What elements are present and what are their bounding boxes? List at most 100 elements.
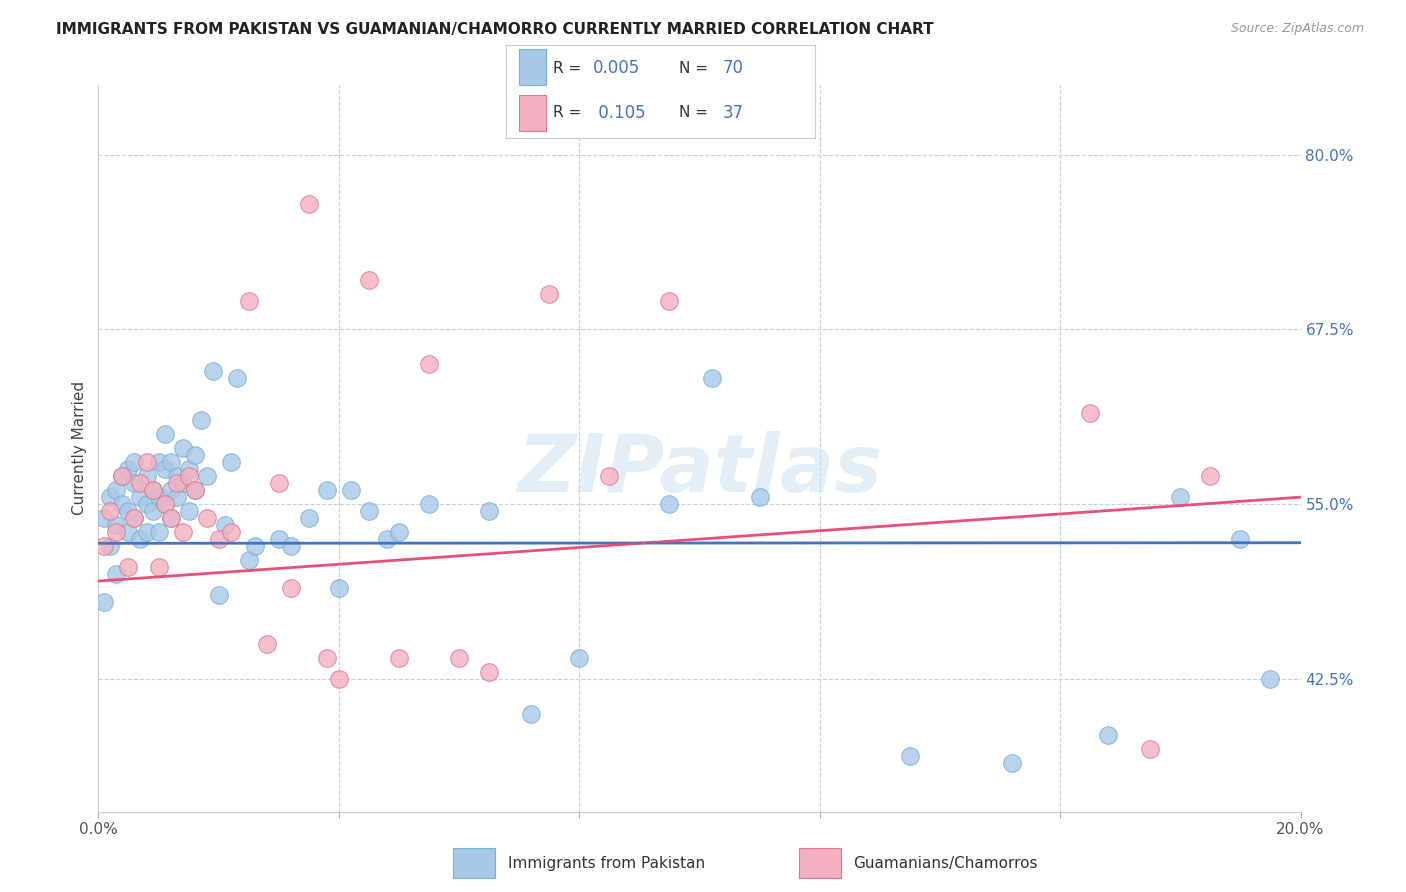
Point [100, 504, 122, 518]
Point [93, 511, 115, 525]
Text: 70: 70 [723, 59, 744, 77]
Point [129, 490, 152, 504]
Point [177, 462, 200, 476]
Point [238, 553, 260, 567]
Point [328, 672, 350, 686]
Point [478, 665, 501, 679]
Text: N =: N = [679, 105, 713, 120]
Text: Immigrants from Pakistan: Immigrants from Pakistan [508, 855, 704, 871]
Point [447, 651, 470, 665]
Point [135, 497, 157, 511]
Point [238, 294, 260, 309]
Text: 0.105: 0.105 [593, 104, 645, 122]
Point [1078, 406, 1101, 420]
Point [280, 539, 302, 553]
Point [1139, 741, 1161, 756]
Point [129, 532, 152, 546]
Point [111, 497, 134, 511]
Point [172, 476, 194, 491]
Point [148, 490, 170, 504]
Point [243, 539, 266, 553]
Point [141, 483, 163, 498]
Point [219, 525, 242, 540]
Point [105, 567, 128, 582]
Text: 37: 37 [723, 104, 744, 122]
Point [124, 511, 146, 525]
Point [129, 476, 152, 491]
Point [159, 511, 181, 525]
Point [159, 511, 181, 525]
Point [117, 462, 139, 476]
Point [208, 588, 231, 602]
Point [153, 462, 176, 476]
Point [700, 371, 723, 385]
Y-axis label: Currently Married: Currently Married [72, 381, 87, 516]
Point [298, 196, 321, 211]
Point [328, 581, 350, 595]
Point [315, 483, 337, 498]
Point [183, 483, 205, 498]
Text: IMMIGRANTS FROM PAKISTAN VS GUAMANIAN/CHAMORRO CURRENTLY MARRIED CORRELATION CHA: IMMIGRANTS FROM PAKISTAN VS GUAMANIAN/CH… [56, 22, 934, 37]
Point [219, 455, 242, 469]
Bar [799, 848, 841, 878]
Point [117, 560, 139, 574]
Point [195, 511, 218, 525]
Point [658, 294, 681, 309]
Point [1229, 532, 1251, 546]
Text: N =: N = [679, 61, 713, 76]
Point [117, 504, 139, 518]
Point [256, 637, 278, 651]
Point [135, 469, 157, 483]
Point [117, 525, 139, 540]
Point [375, 532, 398, 546]
Point [172, 441, 194, 455]
Point [658, 497, 681, 511]
Point [183, 448, 205, 462]
Point [388, 651, 411, 665]
Point [105, 518, 128, 533]
Point [148, 560, 170, 574]
Point [166, 469, 188, 483]
Point [357, 504, 380, 518]
Point [195, 469, 218, 483]
Point [280, 581, 302, 595]
Point [538, 287, 561, 301]
Point [1199, 469, 1222, 483]
Point [298, 511, 321, 525]
Point [148, 525, 170, 540]
Point [748, 490, 770, 504]
Text: Guamanians/Chamorros: Guamanians/Chamorros [853, 855, 1038, 871]
Point [153, 497, 176, 511]
Point [177, 504, 200, 518]
Point [340, 483, 363, 498]
Point [190, 413, 212, 427]
Point [166, 490, 188, 504]
Point [568, 651, 591, 665]
Point [124, 455, 146, 469]
Point [141, 483, 163, 498]
Point [520, 706, 543, 721]
Point [898, 748, 921, 763]
Text: ZIPatlas: ZIPatlas [517, 431, 882, 509]
Bar [519, 49, 547, 85]
Text: Source: ZipAtlas.com: Source: ZipAtlas.com [1230, 22, 1364, 36]
Point [153, 427, 176, 442]
Point [105, 483, 128, 498]
Point [357, 273, 380, 287]
Point [159, 483, 181, 498]
Point [111, 469, 134, 483]
Point [208, 532, 231, 546]
Point [267, 476, 290, 491]
Point [159, 455, 181, 469]
Point [315, 651, 337, 665]
Point [267, 532, 290, 546]
Text: 0.005: 0.005 [593, 59, 640, 77]
Point [418, 497, 440, 511]
Point [177, 469, 200, 483]
Point [388, 525, 411, 540]
Point [1170, 490, 1192, 504]
Text: R =: R = [553, 61, 586, 76]
Point [135, 455, 157, 469]
Bar [519, 95, 547, 131]
Point [153, 497, 176, 511]
